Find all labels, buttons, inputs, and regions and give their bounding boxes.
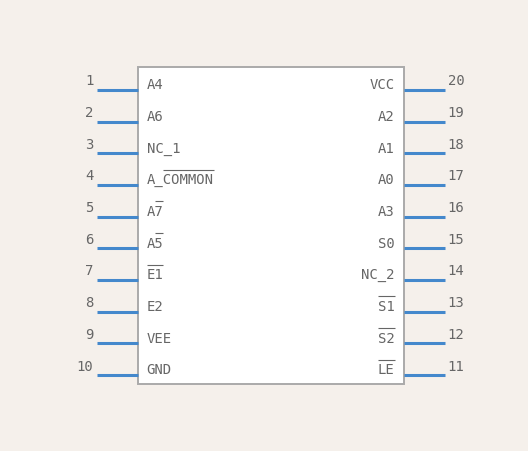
- Text: 9: 9: [85, 327, 93, 341]
- Text: 15: 15: [448, 232, 465, 246]
- Text: A3: A3: [378, 204, 394, 218]
- Text: A2: A2: [378, 110, 394, 124]
- Text: A1: A1: [378, 141, 394, 155]
- Text: 13: 13: [448, 295, 465, 309]
- Text: A_COMMON: A_COMMON: [147, 173, 214, 187]
- Text: 18: 18: [448, 138, 465, 152]
- Text: LE: LE: [378, 363, 394, 377]
- Text: E1: E1: [147, 268, 163, 282]
- Text: 4: 4: [85, 169, 93, 183]
- Text: VCC: VCC: [370, 78, 394, 92]
- Text: NC_2: NC_2: [361, 268, 394, 282]
- Text: GND: GND: [147, 363, 172, 377]
- Text: A6: A6: [147, 110, 163, 124]
- Text: 16: 16: [448, 201, 465, 215]
- Text: E2: E2: [147, 299, 163, 313]
- Text: VEE: VEE: [147, 331, 172, 345]
- Text: 14: 14: [448, 264, 465, 278]
- Text: 12: 12: [448, 327, 465, 341]
- Text: 19: 19: [448, 106, 465, 120]
- Text: 3: 3: [85, 138, 93, 152]
- Text: A4: A4: [147, 78, 163, 92]
- Text: 2: 2: [85, 106, 93, 120]
- Text: 6: 6: [85, 232, 93, 246]
- Text: 7: 7: [85, 264, 93, 278]
- Text: 20: 20: [448, 74, 465, 88]
- Polygon shape: [138, 68, 403, 384]
- Text: 1: 1: [85, 74, 93, 88]
- Text: 11: 11: [448, 359, 465, 373]
- Text: A7: A7: [147, 204, 163, 218]
- Text: 5: 5: [85, 201, 93, 215]
- Text: 17: 17: [448, 169, 465, 183]
- Text: S2: S2: [378, 331, 394, 345]
- Text: 8: 8: [85, 295, 93, 309]
- Text: A5: A5: [147, 236, 163, 250]
- Text: A0: A0: [378, 173, 394, 187]
- Text: NC_1: NC_1: [147, 141, 180, 155]
- Text: 10: 10: [77, 359, 93, 373]
- Text: S0: S0: [378, 236, 394, 250]
- Text: S1: S1: [378, 299, 394, 313]
